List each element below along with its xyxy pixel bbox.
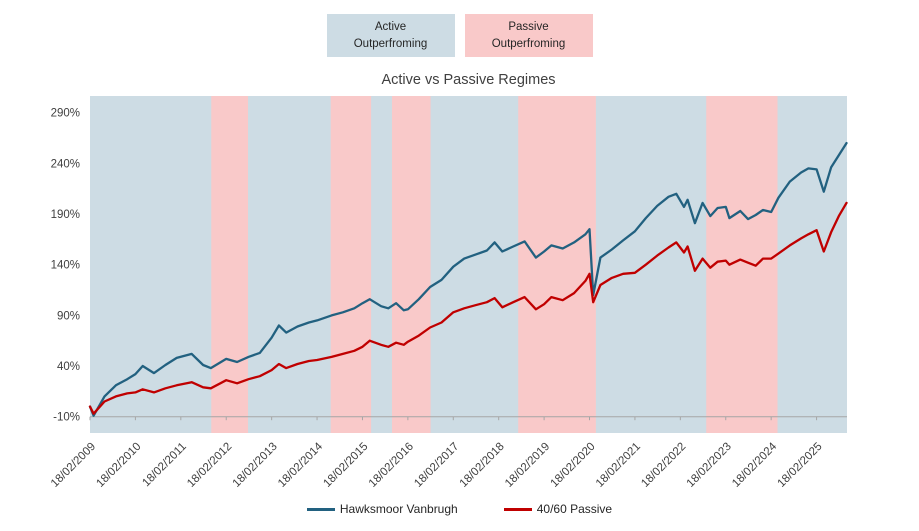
x-axis-label: 18/02/2012: [185, 441, 234, 490]
series-legend-item-passive: 40/60 Passive: [503, 502, 613, 516]
x-axis-label: 18/02/2018: [458, 441, 507, 490]
hawksmoor-series-label: Hawksmoor Vanbrugh: [339, 502, 458, 516]
x-axis-label: 18/02/2010: [94, 441, 143, 490]
series-legend: Hawksmoor Vanbrugh 40/60 Passive: [0, 502, 919, 516]
x-axis-label: 18/02/2014: [276, 440, 326, 490]
series-line-hawksmoor: [88, 141, 848, 417]
y-axis-label: 190%: [51, 209, 80, 221]
x-axis-label: 18/02/2019: [503, 441, 552, 490]
hawksmoor-line-swatch: [306, 507, 335, 511]
x-axis-label: 18/02/2013: [231, 441, 280, 490]
x-axis-label: 18/02/2017: [412, 441, 461, 490]
x-axis-label: 18/02/2025: [776, 441, 825, 490]
y-axis-label: 40%: [57, 361, 80, 373]
x-axis-label: 18/02/2023: [685, 441, 734, 490]
passive-regime-band-1: [211, 96, 249, 433]
series-line-passive: [88, 201, 848, 415]
y-axis-label: 290%: [51, 108, 80, 120]
passive-line-swatch: [503, 507, 532, 511]
passive-regime-band-2: [330, 96, 372, 433]
x-axis-label: 18/02/2015: [321, 441, 370, 490]
passive-outperforming-legend-box: Passive Outperfroming: [464, 14, 593, 57]
x-axis-label: 18/02/2016: [367, 441, 416, 490]
regime-legend: Active Outperfroming Passive Outperfromi…: [0, 14, 919, 57]
x-axis-label: 18/02/2009: [49, 441, 98, 490]
series-legend-item-hawksmoor: Hawksmoor Vanbrugh: [306, 502, 458, 516]
y-axis-label: 240%: [51, 158, 80, 170]
y-axis-label: -10%: [53, 412, 80, 424]
active-outperforming-legend-box: Active Outperfroming: [326, 14, 455, 57]
passive-regime-band-4: [518, 96, 596, 433]
chart-title: Active vs Passive Regimes: [381, 72, 556, 88]
passive-regime-band-5: [706, 96, 778, 433]
y-axis-label: 140%: [51, 260, 80, 272]
y-axis-label: 90%: [57, 310, 80, 322]
x-axis-label: 18/02/2024: [730, 440, 780, 490]
x-axis-label: 18/02/2011: [140, 441, 189, 490]
passive-series-label: 40/60 Passive: [536, 502, 613, 516]
x-axis-label: 18/02/2020: [548, 441, 597, 490]
x-axis-label: 18/02/2022: [639, 441, 688, 490]
passive-regime-band-3: [391, 96, 431, 433]
x-axis-label: 18/02/2021: [594, 441, 643, 490]
